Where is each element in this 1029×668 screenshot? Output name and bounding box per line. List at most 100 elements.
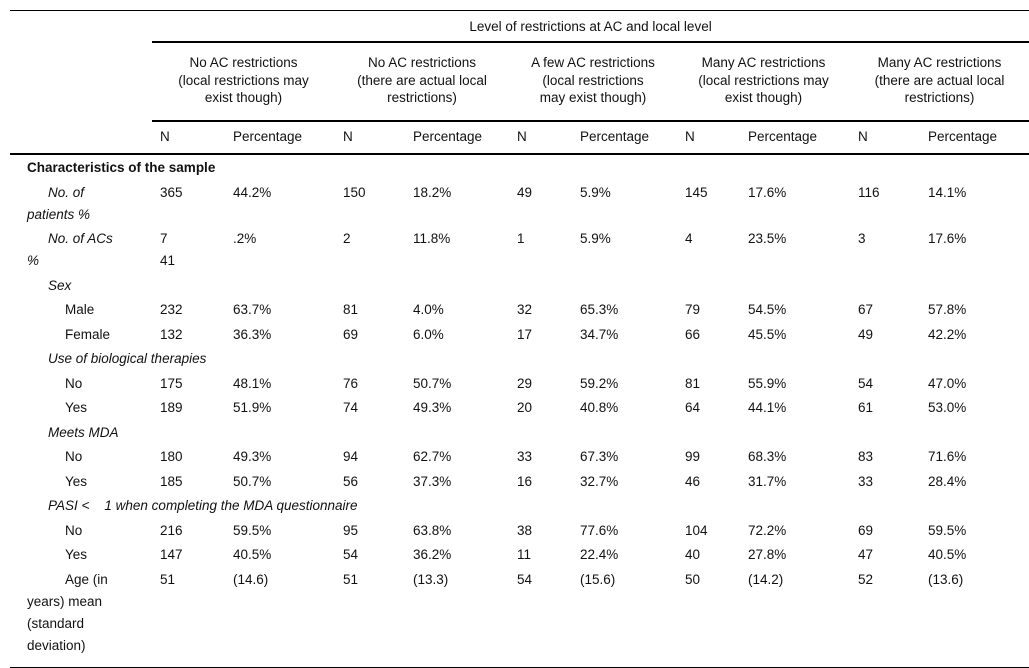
percentage-value-cell: 65.3% [580, 302, 619, 317]
restrictions-characteristics-table: Level of restrictions at AC and local le… [10, 10, 1029, 668]
row-label: Yes [65, 473, 88, 489]
n-value-cell: 4 [685, 231, 693, 246]
percentage-value-cell: 40.5% [928, 547, 967, 562]
group-header-many-ac-actual-local: Many AC restrictions (there are actual l… [850, 42, 1029, 122]
n-value-cell: 150 [343, 184, 366, 200]
n-value-cell: 51 [152, 566, 225, 668]
n-value-cell: 16 [517, 473, 533, 489]
n-value-cell: 38 [517, 522, 533, 538]
row-label: Male [65, 302, 95, 317]
percentage-value-cell: 23.5% [748, 231, 787, 246]
percentage-value-cell: 37.3% [413, 473, 452, 489]
percentage-column-header: Percentage [572, 120, 677, 155]
percentage-value-cell: 5.9% [580, 184, 611, 200]
n-column-header: N [152, 120, 225, 155]
group-header-no-ac-local-may: No AC restrictions (local restrictions m… [152, 42, 335, 122]
n-value-cell: 69 [858, 522, 874, 538]
percentage-value-cell: 28.4% [928, 473, 967, 489]
percentage-value-cell: 4.0% [413, 302, 444, 317]
percentage-value-cell: (13.3) [405, 566, 509, 668]
percentage-value-cell: 17.6% [928, 231, 967, 246]
percentage-value-cell: 17.6% [748, 184, 787, 200]
percentage-value-cell: 51.9% [233, 400, 272, 415]
table-row: Age (in years) mean (standard deviation)… [10, 566, 1029, 668]
percentage-value-cell: 32.7% [580, 473, 619, 489]
table-row: Yes 185 50.7% 56 37.3% 16 32.7% 46 31.7% 33 28.4% [10, 468, 1029, 493]
n-value-cell: 145 [685, 184, 708, 200]
n-value-cell: 116 [858, 184, 880, 200]
n-value-cell: 33 [517, 449, 533, 464]
row-label: Meets MDA [48, 424, 119, 440]
percentage-value-cell: 11.8% [413, 231, 451, 246]
table-row: No 180 49.3% 94 62.7% 33 67.3% 99 68.3% 83 71.6% [10, 444, 1029, 469]
table-row: No. of ACs % 7 41 .2% 2 11.8% 1 5.9% 4 23.5% 3 17.… [10, 226, 1029, 273]
n-column-header: N [509, 120, 572, 155]
n-value-cell: 50 [677, 566, 740, 668]
n-value-cell: 2 [343, 231, 351, 246]
percentage-value-cell: 62.7% [413, 449, 452, 464]
n-column-header: N [850, 120, 920, 155]
n-value-cell: 49 [517, 184, 533, 200]
percentage-value-cell: 63.7% [233, 302, 272, 317]
row-label: Yes [65, 400, 88, 415]
n-value-cell: 147 [160, 547, 183, 562]
n-value-cell: 79 [685, 302, 701, 317]
percentage-value-cell: 72.2% [748, 522, 787, 538]
table-row: Use of biological therapies [10, 346, 1029, 371]
row-label: Sex [48, 277, 72, 293]
n-value-cell: 175 [160, 375, 183, 391]
blank-header-cell [10, 120, 152, 155]
table-row: Sex [10, 272, 1029, 297]
percentage-value-cell: 67.3% [580, 449, 619, 464]
percentage-value-cell: 40.8% [580, 400, 619, 415]
percentage-value-cell: 54.5% [748, 302, 787, 317]
n-value-cell: 46 [685, 473, 701, 489]
percentage-value-cell: 36.2% [413, 547, 452, 562]
percentage-value-cell: 57.8% [928, 302, 967, 317]
percentage-value-cell: 14.1% [928, 184, 967, 200]
row-label: No [65, 522, 83, 538]
n-value-cell: 56 [343, 473, 359, 489]
percentage-value-cell: (15.6) [572, 566, 677, 668]
n-value-cell: 94 [343, 449, 359, 464]
table-row: Yes 189 51.9% 74 49.3% 20 40.8% 64 44.1% 61 53.0% [10, 395, 1029, 420]
percentage-value-cell: 55.9% [748, 375, 787, 391]
percentage-column-header: Percentage [225, 120, 335, 155]
n-column-header: N [677, 120, 740, 155]
percentage-value-cell: 53.0% [928, 400, 967, 415]
n-value-cell: 66 [685, 326, 701, 342]
n-value-cell: 216 [160, 522, 183, 538]
n-value-cell: 365 [160, 184, 183, 200]
percentage-value-cell: 59.2% [580, 375, 619, 391]
n-value-cell: 20 [517, 400, 533, 415]
n-value-cell: 232 [160, 302, 183, 317]
table-row: No 216 59.5% 95 63.8% 38 77.6% 104 72.2% 69 59.5% [10, 517, 1029, 542]
percentage-value-cell: 63.8% [413, 522, 452, 538]
n-value-cell: 132 [160, 326, 183, 342]
n-value-cell: 51 [335, 566, 405, 668]
spanner-row: Level of restrictions at AC and local le… [10, 10, 1029, 43]
n-value-cell: 3 [858, 231, 866, 246]
percentage-value-cell: 36.3% [233, 326, 272, 342]
n-value-cell: 74 [343, 400, 359, 415]
row-label: PASI < 1 when completing the MDA questio… [48, 498, 358, 513]
n-value-cell: 95 [343, 522, 359, 538]
table-row: Female 132 36.3% 69 6.0% 17 34.7% 66 45.5% 49 42.2… [10, 321, 1029, 346]
percentage-value-cell: 34.7% [580, 326, 619, 342]
n-value-cell: 81 [343, 302, 359, 317]
percentage-value-cell: 50.7% [413, 375, 452, 391]
percentage-value-cell: 6.0% [413, 326, 444, 342]
percentage-value-cell: (14.2) [740, 566, 850, 668]
n-value-cell: 81 [685, 375, 701, 391]
table-row: PASI < 1 when completing the MDA questio… [10, 493, 1029, 518]
percentage-value-cell: 40.5% [233, 547, 272, 562]
n-value-cell: 33 [858, 473, 874, 489]
n-value-cell: 69 [343, 326, 359, 342]
percentage-column-header: Percentage [740, 120, 850, 155]
percentage-value-cell: (13.6) [920, 566, 1029, 668]
group-header-many-ac-local-may: Many AC restrictions (local restrictions… [677, 42, 850, 122]
percentage-value-cell: 44.2% [233, 184, 272, 200]
percentage-value-cell: 27.8% [748, 547, 787, 562]
table-row: Yes 147 40.5% 54 36.2% 11 22.4% 40 27.8% 47 40.5% [10, 542, 1029, 567]
n-value-cell: 7 41 [160, 231, 176, 268]
